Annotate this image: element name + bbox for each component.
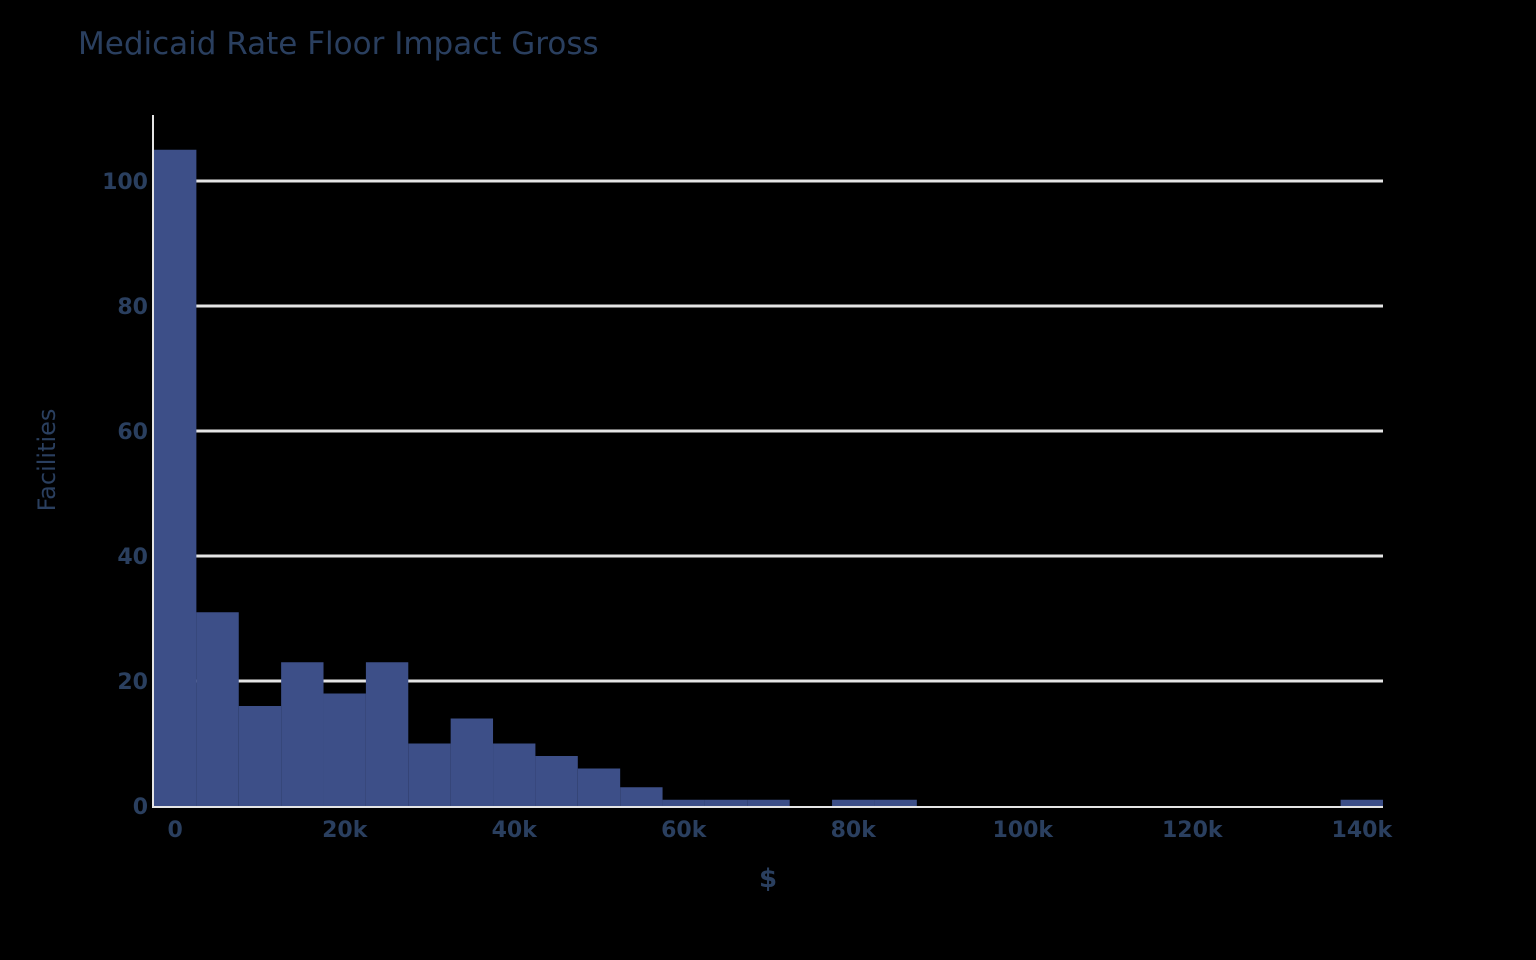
y-tick-label: 20 (117, 670, 148, 695)
histogram-bar[interactable] (747, 799, 790, 806)
histogram-bar[interactable] (662, 799, 705, 806)
axes (152, 115, 1383, 808)
y-tick-label: 60 (117, 420, 148, 445)
histogram-bars (154, 149, 1383, 807)
histogram-bar[interactable] (535, 756, 578, 806)
y-tick-label: 80 (117, 295, 148, 320)
y-tick-label: 0 (133, 795, 148, 820)
histogram-bar[interactable] (577, 768, 621, 807)
histogram-bar[interactable] (1340, 799, 1383, 806)
chart-title: Medicaid Rate Floor Impact Gross (78, 26, 599, 62)
histogram-bar[interactable] (408, 743, 451, 807)
histogram-bar[interactable] (323, 693, 366, 807)
y-gridlines (154, 179, 1383, 683)
x-tick-label: 40k (492, 818, 539, 843)
histogram-bar[interactable] (154, 149, 197, 806)
x-tick-label: 120k (1162, 818, 1224, 843)
histogram-bar[interactable] (238, 706, 282, 806)
y-tick-labels: 0 20 40 60 80 100 (102, 170, 148, 820)
histogram-bar[interactable] (874, 799, 917, 806)
x-tick-label: 80k (831, 818, 878, 843)
histogram-bar[interactable] (832, 799, 875, 806)
x-tick-labels: 0 20k 40k 60k 80k 100k 120k 140k (168, 818, 1394, 843)
x-tick-label: 20k (322, 818, 369, 843)
y-tick-label: 100 (102, 170, 148, 195)
histogram-bar[interactable] (620, 787, 663, 806)
histogram-bar[interactable] (365, 662, 409, 806)
x-tick-label: 0 (168, 818, 183, 843)
histogram-bar[interactable] (196, 612, 239, 806)
histogram-bar[interactable] (493, 743, 536, 807)
histogram-bar[interactable] (450, 718, 494, 807)
x-axis-label: $ (758, 864, 778, 894)
x-tick-label: 140k (1332, 818, 1394, 843)
x-tick-label: 60k (661, 818, 708, 843)
histogram-bar[interactable] (704, 799, 748, 806)
y-tick-label: 40 (117, 545, 148, 570)
x-tick-label: 100k (992, 818, 1054, 843)
histogram-bar[interactable] (281, 662, 324, 806)
